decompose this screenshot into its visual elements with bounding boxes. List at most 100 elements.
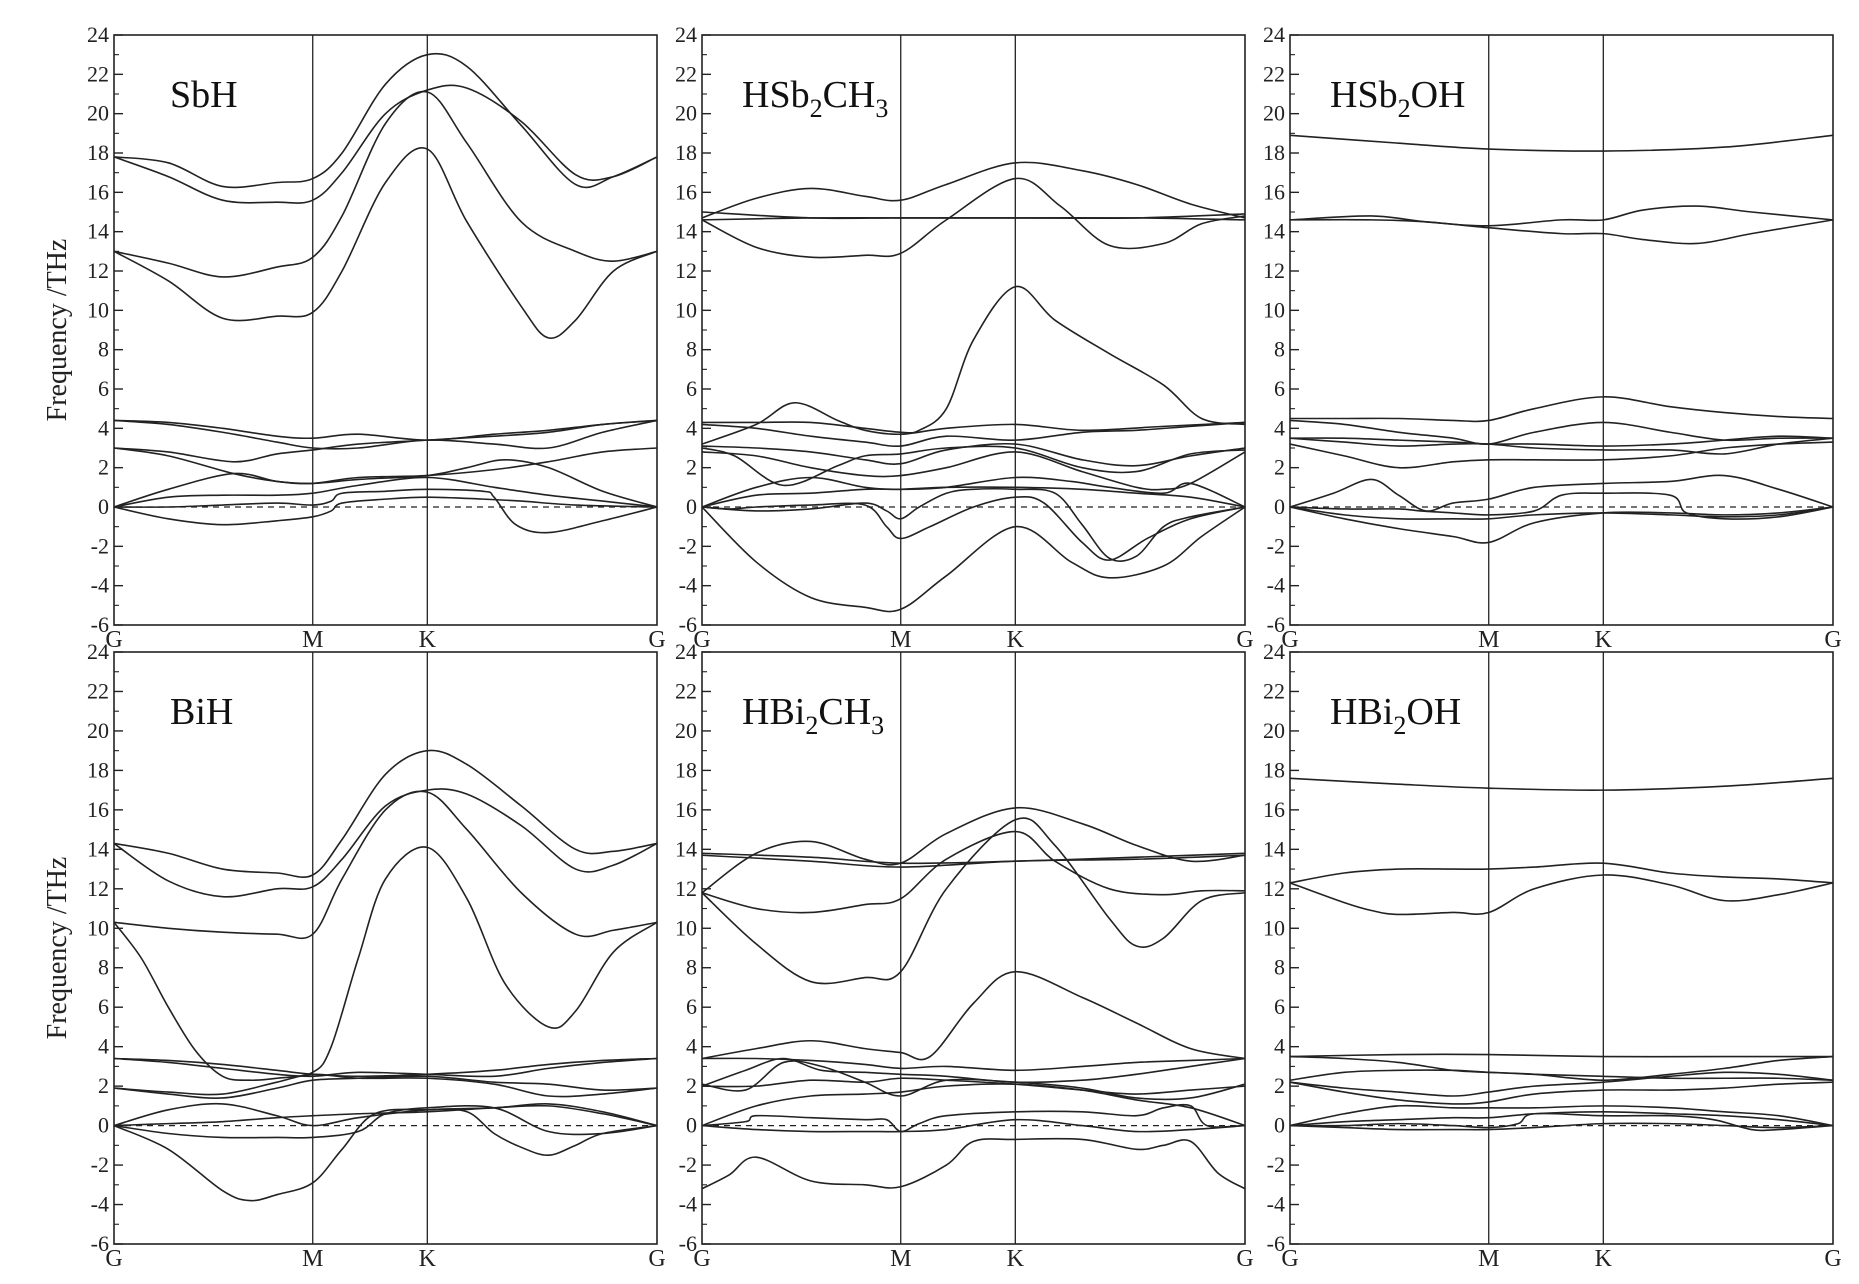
phonon-branch-13 <box>701 488 1246 562</box>
y-tick-label: 16 <box>1263 797 1285 822</box>
y-tick-label: -6 <box>91 612 109 637</box>
phonon-branch-10 <box>113 1104 658 1127</box>
y-tick-label: 4 <box>98 415 109 440</box>
phonon-branch-7 <box>701 1057 1246 1072</box>
kpoint-label-K: K <box>419 627 437 653</box>
phonon-branch-12 <box>113 496 658 526</box>
panel-title: HBi2CH3 <box>742 691 884 740</box>
phonon-branch-11 <box>1289 1112 1834 1132</box>
phonon-branch-4 <box>113 147 658 340</box>
y-tick-label: 16 <box>675 797 697 822</box>
y-tick-label: 20 <box>675 718 697 743</box>
phonon-branch-3 <box>1289 874 1834 916</box>
plot-frame <box>701 651 1246 1245</box>
phonon-branch-9 <box>1289 1104 1834 1127</box>
y-tick-label: 6 <box>686 376 697 401</box>
y-tick-label: 22 <box>87 61 109 86</box>
y-tick-label: 2 <box>98 1073 109 1098</box>
y-tick-label: 10 <box>675 297 697 322</box>
kpoint-label-M: M <box>1478 1246 1499 1272</box>
y-tick-label: 4 <box>98 1034 109 1059</box>
kpoint-label-K: K <box>1007 627 1025 653</box>
phonon-branch-4 <box>701 216 1246 221</box>
kpoint-label-G: G <box>693 1246 710 1272</box>
kpoint-label-G: G <box>105 627 122 653</box>
phonon-branch-6 <box>1289 1069 1834 1082</box>
kpoint-label-M: M <box>302 1246 323 1272</box>
y-tick-label: -4 <box>1267 1192 1285 1217</box>
phonon-branch-7 <box>1289 437 1834 455</box>
phonon-branch-6 <box>113 1057 658 1078</box>
phonon-branch-1 <box>1289 134 1834 152</box>
kpoint-label-M: M <box>890 627 911 653</box>
phonon-branch-10 <box>701 451 1246 491</box>
y-tick-label: -4 <box>91 1192 109 1217</box>
kpoint-label-G: G <box>1281 1246 1298 1272</box>
y-tick-label: -2 <box>91 533 109 558</box>
y-tick-label: 2 <box>98 455 109 480</box>
phonon-branch-13 <box>701 1118 1246 1133</box>
y-tick-label: 10 <box>87 297 109 322</box>
y-tick-label: -6 <box>91 1231 109 1256</box>
y-tick-label: -6 <box>679 612 697 637</box>
y-tick-label: 0 <box>1274 1113 1285 1138</box>
y-tick-label: 20 <box>87 101 109 126</box>
phonon-branch-3 <box>113 90 658 278</box>
kpoint-label-M: M <box>1478 627 1499 653</box>
y-tick-label: 22 <box>87 678 109 703</box>
kpoint-label-G: G <box>1236 627 1253 653</box>
kpoint-label-G: G <box>648 1246 665 1272</box>
y-tick-label: 16 <box>675 179 697 204</box>
y-tick-label: 16 <box>87 797 109 822</box>
y-tick-label: 20 <box>87 718 109 743</box>
phonon-branch-14 <box>701 1137 1246 1190</box>
kpoint-label-G: G <box>1236 1246 1253 1272</box>
phonon-branch-15 <box>701 506 1246 613</box>
phonon-branch-4 <box>113 846 658 1082</box>
phonon-branch-12 <box>1289 506 1834 544</box>
y-tick-label: -2 <box>91 1152 109 1177</box>
panel-title: HSb2CH3 <box>742 74 888 123</box>
y-tick-label: -2 <box>1267 1152 1285 1177</box>
phonon-branch-11 <box>701 1083 1246 1127</box>
y-tick-label: 14 <box>675 836 697 861</box>
y-tick-label: 12 <box>675 876 697 901</box>
y-tick-label: 6 <box>686 994 697 1019</box>
y-tick-label: 18 <box>87 140 109 165</box>
phonon-branch-6 <box>1289 435 1834 447</box>
y-tick-label: 12 <box>87 258 109 283</box>
phonon-branch-11 <box>701 476 1246 508</box>
phonon-branch-12 <box>701 486 1246 508</box>
y-tick-label: 14 <box>1263 836 1285 861</box>
y-tick-label: -6 <box>679 1231 697 1256</box>
phonon-branch-2 <box>1289 205 1834 227</box>
phonon-branch-5 <box>113 1057 658 1078</box>
phonon-branch-10 <box>1289 492 1834 520</box>
kpoint-label-G: G <box>1824 627 1841 653</box>
y-tick-label: 0 <box>98 1113 109 1138</box>
y-tick-label: -2 <box>1267 533 1285 558</box>
y-tick-label: 24 <box>675 639 697 664</box>
y-tick-label: -4 <box>679 573 697 598</box>
y-tick-label: 24 <box>87 22 109 47</box>
y-tick-label: 18 <box>1263 757 1285 782</box>
y-tick-label: 14 <box>1263 219 1285 244</box>
y-tick-label: 10 <box>87 915 109 940</box>
phonon-branch-9 <box>113 1102 658 1127</box>
phonon-branch-8 <box>701 442 1246 467</box>
phonon-branch-11 <box>113 1105 658 1139</box>
phonon-branch-1 <box>701 161 1246 219</box>
y-tick-label: -4 <box>91 573 109 598</box>
phonon-branch-3 <box>1289 218 1834 245</box>
y-tick-label: 8 <box>1274 955 1285 980</box>
phonon-branch-9 <box>113 459 658 508</box>
y-tick-label: 8 <box>686 337 697 362</box>
kpoint-label-K: K <box>419 1246 437 1272</box>
y-tick-label: 10 <box>675 915 697 940</box>
phonon-branch-2 <box>113 84 658 204</box>
y-tick-label: 6 <box>1274 376 1285 401</box>
